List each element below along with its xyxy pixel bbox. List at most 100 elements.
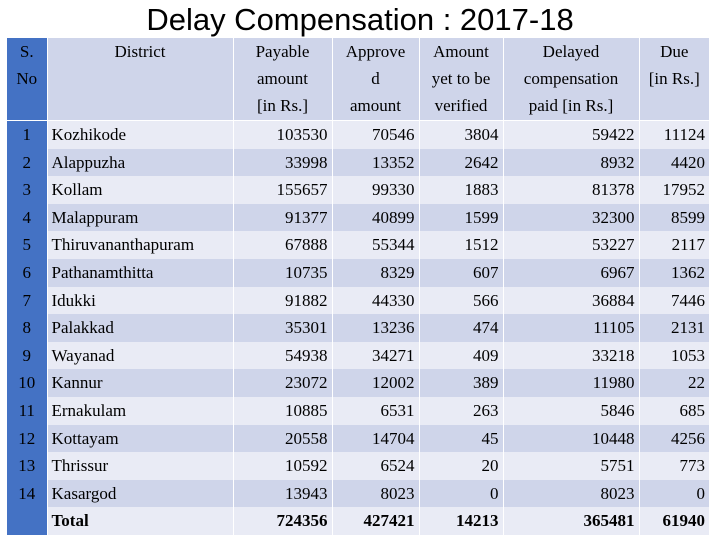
- row-to-verify: 1512: [419, 231, 504, 259]
- header-line: verified: [434, 96, 488, 115]
- row-sno: 11: [7, 396, 48, 425]
- row-to-verify: 2642: [419, 148, 504, 177]
- row-delayed: 5846: [503, 396, 640, 425]
- row-sno: 9: [7, 341, 48, 370]
- header-line: yet to be: [431, 69, 491, 88]
- row-delayed: 11980: [503, 369, 640, 397]
- table-row: 8 Palakkad 35301 13236 474 11105 2131: [7, 314, 709, 342]
- table-row: 2 Alappuzha 33998 13352 2642 8932 4420: [7, 148, 709, 177]
- header-district: District: [47, 38, 234, 121]
- row-payable: 10592: [233, 452, 333, 480]
- header-line: amount: [257, 69, 308, 88]
- total-due: 61940: [639, 507, 709, 535]
- row-due: 7446: [639, 286, 709, 315]
- row-payable: 35301: [233, 314, 333, 342]
- table-row: 6 Pathanamthitta 10735 8329 607 6967 136…: [7, 258, 709, 287]
- row-delayed: 81378: [503, 176, 640, 204]
- row-sno: 12: [7, 424, 48, 453]
- table-row: 4 Malappuram 91377 40899 1599 32300 8599: [7, 203, 709, 232]
- table-row: 12 Kottayam 20558 14704 45 10448 4256: [7, 424, 709, 453]
- row-approved: 8329: [332, 258, 420, 287]
- header-line: paid [in Rs.]: [528, 96, 614, 115]
- row-approved: 44330: [332, 286, 420, 315]
- row-sno: 1: [7, 120, 48, 149]
- row-approved: 55344: [332, 231, 420, 259]
- header-line: Payable: [255, 42, 310, 61]
- row-to-verify: 3804: [419, 120, 504, 149]
- row-approved: 6524: [332, 452, 420, 480]
- row-sno: 6: [7, 258, 48, 287]
- total-approved: 427421: [332, 507, 420, 535]
- row-sno: 4: [7, 203, 48, 232]
- row-delayed: 36884: [503, 286, 640, 315]
- header-row: S. No District Payable amount [in Rs.] A…: [7, 38, 709, 121]
- total-to-verify: 14213: [419, 507, 504, 535]
- header-line: amount: [350, 96, 401, 115]
- row-due: 17952: [639, 176, 709, 204]
- row-sno: 3: [7, 176, 48, 204]
- table-row: 10 Kannur 23072 12002 389 11980 22: [7, 369, 709, 397]
- header-line: Due: [660, 42, 689, 61]
- row-to-verify: 263: [419, 396, 504, 425]
- row-approved: 14704: [332, 424, 420, 453]
- row-due: 2117: [639, 231, 709, 259]
- row-district: Malappuram: [47, 203, 234, 232]
- row-due: 685: [639, 396, 709, 425]
- row-approved: 99330: [332, 176, 420, 204]
- table-row: 11 Ernakulam 10885 6531 263 5846 685: [7, 396, 709, 425]
- header-line: District: [114, 42, 166, 61]
- header-line: Amount: [433, 42, 489, 61]
- row-due: 773: [639, 452, 709, 480]
- row-to-verify: 474: [419, 314, 504, 342]
- row-sno: 8: [7, 314, 48, 342]
- row-due: 11124: [639, 120, 709, 149]
- row-payable: 33998: [233, 148, 333, 177]
- row-payable: 20558: [233, 424, 333, 453]
- row-approved: 70546: [332, 120, 420, 149]
- row-district: Thiruvananthapuram: [47, 231, 234, 259]
- row-approved: 12002: [332, 369, 420, 397]
- row-delayed: 59422: [503, 120, 640, 149]
- header-delayed: Delayed compensation paid [in Rs.]: [503, 38, 640, 121]
- row-approved: 8023: [332, 479, 420, 508]
- row-district: Idukki: [47, 286, 234, 315]
- row-sno: 5: [7, 231, 48, 259]
- row-delayed: 10448: [503, 424, 640, 453]
- row-approved: 13352: [332, 148, 420, 177]
- header-payable: Payable amount [in Rs.]: [233, 38, 333, 121]
- row-approved: 34271: [332, 341, 420, 370]
- row-delayed: 6967: [503, 258, 640, 287]
- header-due: Due [in Rs.]: [639, 38, 709, 121]
- row-to-verify: 389: [419, 369, 504, 397]
- row-due: 1053: [639, 341, 709, 370]
- row-district: Thrissur: [47, 452, 234, 480]
- row-payable: 10735: [233, 258, 333, 287]
- row-approved: 13236: [332, 314, 420, 342]
- row-due: 22: [639, 369, 709, 397]
- row-to-verify: 1883: [419, 176, 504, 204]
- header-line: Approve: [345, 42, 406, 61]
- table-row: 14 Kasargod 13943 8023 0 8023 0: [7, 479, 709, 508]
- row-due: 0: [639, 479, 709, 508]
- header-approved: Approve d amount: [332, 38, 420, 121]
- row-sno: 2: [7, 148, 48, 177]
- slide-title: Delay Compensation : 2017-18: [146, 2, 574, 37]
- row-delayed: 33218: [503, 341, 640, 370]
- row-due: 2131: [639, 314, 709, 342]
- row-payable: 155657: [233, 176, 333, 204]
- row-to-verify: 607: [419, 258, 504, 287]
- row-district: Kannur: [47, 369, 234, 397]
- row-sno: 14: [7, 479, 48, 508]
- row-district: Kollam: [47, 176, 234, 204]
- row-payable: 54938: [233, 341, 333, 370]
- header-line: d: [371, 69, 380, 88]
- row-district: Palakkad: [47, 314, 234, 342]
- row-district: Ernakulam: [47, 396, 234, 425]
- table-row: 5 Thiruvananthapuram 67888 55344 1512 53…: [7, 231, 709, 259]
- row-delayed: 5751: [503, 452, 640, 480]
- header-line: Delayed: [542, 42, 600, 61]
- row-due: 4420: [639, 148, 709, 177]
- total-row: Total 724356 427421 14213 365481 61940: [7, 507, 709, 535]
- row-district: Wayanad: [47, 341, 234, 370]
- table-row: 7 Idukki 91882 44330 566 36884 7446: [7, 286, 709, 315]
